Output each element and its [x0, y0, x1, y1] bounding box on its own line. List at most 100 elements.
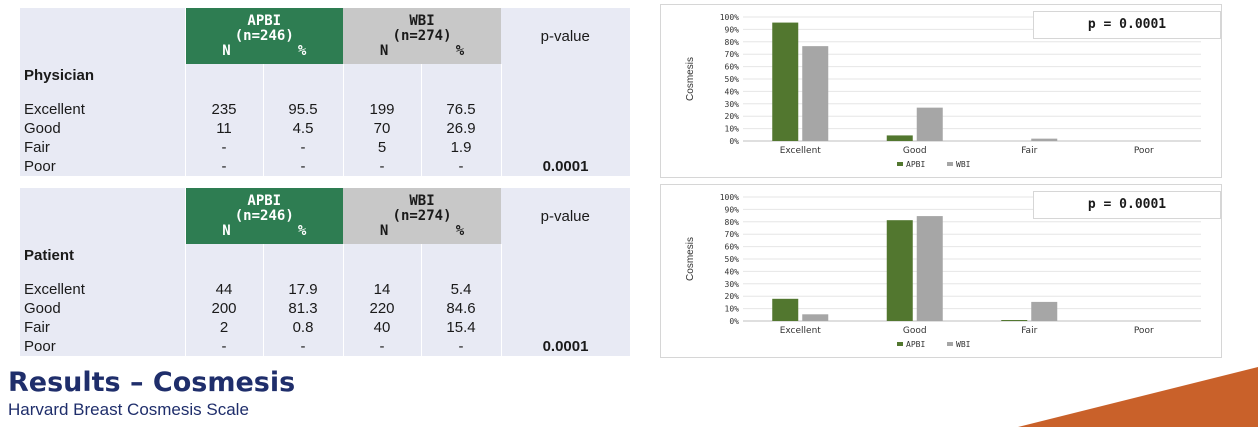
- wbi-n-column: 199 70 5 -: [343, 100, 422, 176]
- x-tick-label: Poor: [1134, 326, 1154, 336]
- y-tick-label: 30%: [725, 280, 740, 289]
- table-cell: -: [300, 338, 306, 355]
- table-cell: 14: [373, 281, 391, 298]
- apbi-col-n: N: [222, 222, 231, 239]
- legend-swatch-wbi: [947, 162, 953, 166]
- table-cell: -: [458, 158, 464, 175]
- table-cell: 26.9: [446, 120, 476, 137]
- table-cell: -: [379, 338, 385, 355]
- pvalue-header: p-value: [501, 188, 631, 244]
- y-tick-label: 60%: [725, 63, 740, 72]
- table-row-label: Poor: [24, 158, 56, 175]
- bar-wbi-good: [916, 107, 943, 141]
- apbi-n-column: 235 11 - -: [185, 100, 264, 176]
- wbi-n: (n=274): [392, 27, 452, 44]
- header-blank: [20, 188, 186, 244]
- y-tick-label: 10%: [725, 305, 740, 314]
- y-tick-label: 90%: [725, 25, 740, 34]
- section-label: Physician: [20, 64, 186, 100]
- apbi-pct-column: 95.5 4.5 - -: [263, 100, 344, 176]
- wbi-n: (n=274): [392, 207, 452, 224]
- apbi-n: (n=246): [234, 207, 294, 224]
- physician-chart: 0% 10% 20% 30% 40% 50% 60% 70% 80% 90% 100% Cosmesi…: [660, 4, 1222, 178]
- apbi-n: (n=246): [234, 27, 294, 44]
- apbi-n-column: 44 200 2 -: [185, 280, 264, 356]
- y-tick-label: 60%: [725, 243, 740, 252]
- p-value-annotation: p = 0.0001: [1033, 191, 1221, 219]
- physician-table: APBI (n=246) N% WBI (n=274) N% p-value P…: [20, 8, 631, 176]
- table-cell: 235: [211, 101, 237, 118]
- table-row-label: Good: [24, 120, 61, 137]
- wbi-header: WBI (n=274) N%: [343, 188, 502, 244]
- y-tick-label: 20%: [725, 112, 740, 121]
- table-cell: 76.5: [446, 101, 476, 118]
- table-cell: 1.9: [450, 139, 472, 156]
- bar-apbi-excellent: [772, 298, 799, 321]
- table-cell: 84.6: [446, 300, 476, 317]
- wbi-col-n: N: [379, 222, 389, 239]
- table-cell: 15.4: [446, 319, 476, 336]
- wbi-label: WBI: [409, 12, 435, 29]
- y-tick-label: 50%: [725, 75, 740, 84]
- table-cell: 200: [211, 300, 237, 317]
- table-cell: -: [300, 139, 306, 156]
- x-tick-label: Fair: [1021, 146, 1037, 156]
- x-tick-label: Excellent: [780, 146, 822, 156]
- table-cell: 5: [377, 139, 387, 156]
- slide-title: Results – Cosmesis: [8, 367, 296, 398]
- slide-subtitle: Harvard Breast Cosmesis Scale: [8, 400, 249, 419]
- table-cell: 0.8: [292, 319, 314, 336]
- header-blank: [20, 8, 186, 64]
- table-cell: 220: [369, 300, 395, 317]
- y-tick-label: 40%: [725, 87, 740, 96]
- x-tick-label: Fair: [1021, 326, 1037, 336]
- x-tick-label: Good: [903, 326, 927, 336]
- table-cell: 11: [216, 120, 232, 137]
- patient-chart-svg: 0% 10% 20% 30% 40% 50% 60% 70% 80% 90% 100% Cosmesi…: [685, 193, 1201, 349]
- apbi-header: APBI (n=246) N%: [185, 8, 344, 64]
- apbi-header: APBI (n=246) N%: [185, 188, 344, 244]
- y-axis-label: Cosmesis: [685, 57, 696, 101]
- wbi-col-n: N: [379, 42, 389, 59]
- apbi-col-pct: %: [297, 222, 307, 239]
- x-tick-label: Good: [903, 146, 927, 156]
- y-tick-label: 70%: [725, 50, 740, 59]
- bar-wbi-fair: [1031, 138, 1058, 141]
- table-row-label: Excellent: [24, 101, 85, 118]
- wbi-label: WBI: [409, 192, 435, 209]
- table-cell: -: [221, 338, 227, 355]
- bar-wbi-good: [916, 216, 943, 321]
- y-tick-label: 80%: [725, 218, 740, 227]
- x-tick-label: Excellent: [780, 326, 822, 336]
- table-row-label: Good: [24, 300, 61, 317]
- table-row-label: Fair: [24, 319, 50, 336]
- table-cell: 81.3: [288, 300, 318, 317]
- table-row-label: Excellent: [24, 281, 85, 298]
- wbi-n-column: 14 220 40 -: [343, 280, 422, 356]
- wbi-col-pct: %: [455, 222, 465, 239]
- bar-apbi-fair: [1001, 320, 1028, 321]
- table-cell: -: [300, 158, 306, 175]
- legend-label-wbi: WBI: [956, 160, 971, 169]
- table-cell: 40: [373, 319, 391, 336]
- pvalue: 0.0001: [501, 280, 631, 356]
- y-tick-label: 100%: [720, 193, 739, 202]
- legend-swatch-wbi: [947, 342, 953, 346]
- table-cell: 17.9: [288, 281, 318, 298]
- x-tick-label: Poor: [1134, 146, 1154, 156]
- y-tick-label: 20%: [725, 292, 740, 301]
- bar-wbi-excellent: [802, 314, 829, 321]
- pvalue: 0.0001: [501, 100, 631, 176]
- table-cell: 5.4: [450, 281, 472, 298]
- bar-wbi-fair: [1031, 301, 1058, 321]
- corner-accent: [1018, 367, 1258, 427]
- apbi-pct-column: 17.9 81.3 0.8 -: [263, 280, 344, 356]
- table-cell: 70: [373, 120, 391, 137]
- table-cell: -: [458, 338, 464, 355]
- y-tick-label: 0%: [729, 317, 739, 326]
- y-axis-label: Cosmesis: [685, 237, 696, 281]
- legend-label-apbi: APBI: [906, 160, 925, 169]
- p-value-annotation: p = 0.0001: [1033, 11, 1221, 39]
- y-tick-label: 70%: [725, 230, 740, 239]
- y-tick-label: 90%: [725, 205, 740, 214]
